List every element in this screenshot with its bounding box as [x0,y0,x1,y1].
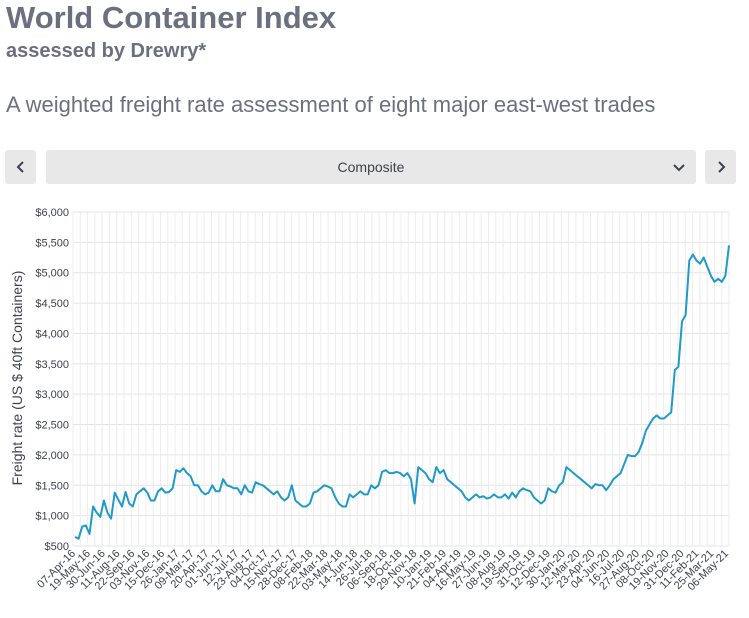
y-axis-label: Freight rate (US $ 40ft Containers) [9,271,25,486]
chart-description: A weighted freight rate assessment of ei… [6,92,656,117]
chevron-right-icon [717,161,725,173]
y-tick-label: $1,000 [35,511,69,523]
y-tick-label: $4,500 [35,298,69,310]
page-subtitle: assessed by Drewry* [6,40,207,62]
y-tick-label: $1,500 [35,480,69,492]
y-axis-ticks: $500 $1,000 $1,500 $2,000 $2,500 $3,000 $3,500… [35,207,69,553]
series-line-composite [74,245,730,540]
page-title: World Container Index [6,0,337,35]
next-route-button[interactable] [705,150,736,184]
chevron-left-icon [16,161,24,173]
y-tick-label: $3,000 [35,389,69,401]
line-chart: $500 $1,000 $1,500 $2,000 $2,500 $3,000 $3,500… [9,207,731,594]
y-tick-label: $2,000 [35,450,69,462]
y-tick-label: $2,500 [35,420,69,432]
x-axis-ticks: 07-Apr-1619-May-1630-Jun-1611-Aug-1622-S… [35,548,731,594]
chevron-down-icon [673,164,685,172]
y-tick-label: $6,000 [35,207,69,219]
route-select[interactable]: Composite [46,150,696,184]
chart-series [74,245,730,540]
y-tick-label: $4,000 [35,328,69,340]
y-tick-label: $3,500 [35,359,69,371]
y-tick-label: $500 [45,541,69,553]
chart-grid [72,211,730,547]
previous-route-button[interactable] [5,150,36,184]
y-tick-label: $5,000 [35,268,69,280]
y-tick-label: $5,500 [35,237,69,249]
route-select-value: Composite [337,159,405,175]
